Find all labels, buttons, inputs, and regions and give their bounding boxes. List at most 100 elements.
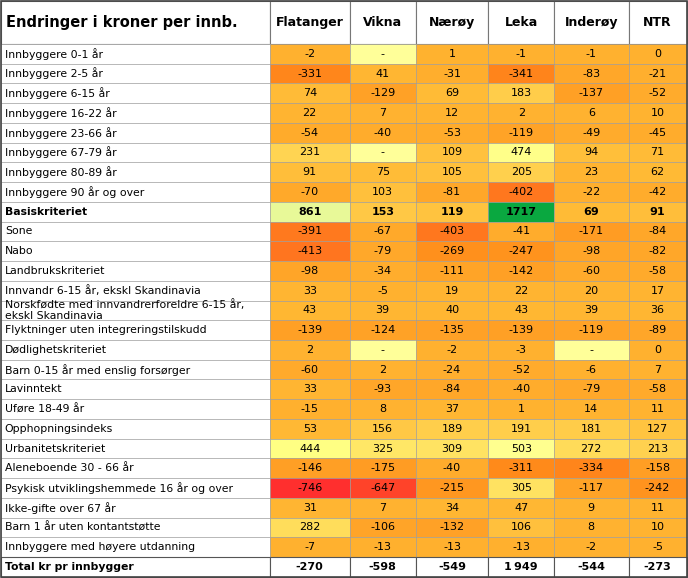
Text: Innbyggere 23-66 år: Innbyggere 23-66 år [5,127,116,139]
Text: -83: -83 [582,69,601,79]
Text: -124: -124 [370,325,396,335]
Bar [629,123,687,143]
Text: Landbrukskriteriet: Landbrukskriteriet [5,266,105,276]
Text: -171: -171 [579,227,604,236]
Text: -2: -2 [447,345,458,355]
Text: 37: 37 [445,404,459,414]
Bar [350,261,416,281]
Text: -67: -67 [374,227,391,236]
Bar [629,143,687,162]
Text: -: - [380,345,385,355]
Text: 40: 40 [445,305,459,316]
Text: -40: -40 [512,384,530,394]
Bar [416,419,488,439]
Text: Innbyggere 90 år og over: Innbyggere 90 år og over [5,186,144,198]
Text: 17: 17 [651,286,665,296]
Bar [629,44,687,64]
Text: -146: -146 [297,464,322,473]
Text: -5: -5 [377,286,388,296]
Bar [629,538,687,557]
Bar [270,340,350,360]
Bar [1,281,270,301]
Bar [488,340,554,360]
Bar [629,557,687,577]
Text: 213: 213 [647,443,668,454]
Text: -79: -79 [374,246,392,256]
Bar [270,399,350,419]
Bar [416,221,488,241]
Bar [488,458,554,478]
Text: 153: 153 [372,207,394,217]
Text: Aleneboende 30 - 66 år: Aleneboende 30 - 66 år [5,464,133,473]
Text: -: - [380,147,385,157]
Bar [270,44,350,64]
Bar [554,261,629,281]
Text: 94: 94 [584,147,599,157]
Text: Innvandr 6-15 år, ekskl Skandinavia: Innvandr 6-15 år, ekskl Skandinavia [5,285,201,296]
Bar [350,380,416,399]
Text: -98: -98 [301,266,319,276]
Text: 191: 191 [510,424,532,434]
Bar [350,143,416,162]
Bar [270,419,350,439]
Bar [554,458,629,478]
Bar [488,518,554,538]
Bar [350,439,416,458]
Bar [554,44,629,64]
Text: 74: 74 [303,88,317,98]
Bar [416,83,488,103]
Text: 8: 8 [379,404,386,414]
Text: 19: 19 [445,286,459,296]
Text: 43: 43 [303,305,316,316]
Bar [1,399,270,419]
Text: 309: 309 [442,443,462,454]
Bar [488,399,554,419]
Bar [350,83,416,103]
Bar [1,1,270,44]
Bar [1,103,270,123]
Bar [416,557,488,577]
Bar [350,1,416,44]
Text: -119: -119 [579,325,604,335]
Text: Innbyggere 16-22 år: Innbyggere 16-22 år [5,107,116,119]
Bar [350,498,416,518]
Bar [554,498,629,518]
Text: -53: -53 [443,128,461,138]
Text: 62: 62 [651,167,665,177]
Bar [350,518,416,538]
Text: 0: 0 [654,345,661,355]
Text: 1 949: 1 949 [504,562,538,572]
Text: 231: 231 [299,147,321,157]
Bar [270,1,350,44]
Bar [416,458,488,478]
Bar [488,143,554,162]
Text: -: - [590,345,593,355]
Bar [488,1,554,44]
Bar [1,143,270,162]
Text: -242: -242 [645,483,670,493]
Text: -60: -60 [301,365,319,375]
Bar [1,261,270,281]
Text: 205: 205 [510,167,532,177]
Bar [270,301,350,320]
Bar [416,1,488,44]
Bar [270,439,350,458]
Bar [554,162,629,182]
Bar [488,498,554,518]
Text: 47: 47 [514,503,528,513]
Text: 272: 272 [581,443,602,454]
Text: 127: 127 [647,424,668,434]
Text: Leka: Leka [504,16,538,29]
Bar [270,320,350,340]
Text: -60: -60 [582,266,601,276]
Bar [629,1,687,44]
Bar [488,538,554,557]
Bar [416,478,488,498]
Text: -24: -24 [443,365,461,375]
Bar [554,123,629,143]
Bar [350,221,416,241]
Text: Innbyggere med høyere utdanning: Innbyggere med høyere utdanning [5,542,195,552]
Text: Urbanitetskriteriet: Urbanitetskriteriet [5,443,105,454]
Bar [350,162,416,182]
Bar [629,380,687,399]
